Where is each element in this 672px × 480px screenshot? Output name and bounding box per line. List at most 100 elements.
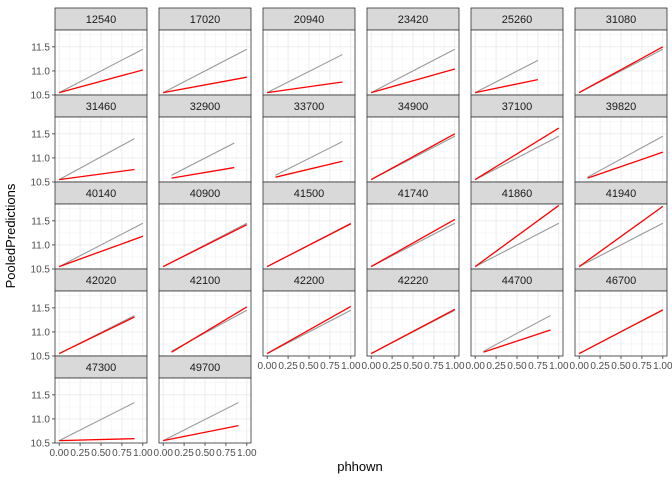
facet-panel-41940: 41940 [574,181,668,270]
facet-label: 46700 [606,275,637,287]
x-tick-label: 0.75 [528,361,548,372]
x-tick-label: 0.25 [382,361,402,372]
x-tick-label: 0.25 [278,361,298,372]
facet-label: 31080 [606,14,637,26]
facet-label: 34900 [398,101,429,113]
facet-panels: 12540 10.5 11.0 11.5 17020 20940 23420 25260 310… [31,7,672,459]
y-tick-label: 11.5 [31,303,50,314]
group-prediction-line [171,166,235,179]
pooled-prediction-line [266,54,343,94]
x-tick-label: 0.00 [153,448,173,459]
pooled-prediction-line [162,402,239,442]
pooled-prediction-line [58,222,144,268]
group-prediction-line [59,168,135,181]
y-tick-label: 11.0 [31,153,50,164]
x-axis-title: phhown [337,459,383,474]
y-tick-label: 10.5 [31,91,51,102]
group-prediction-line [370,308,456,355]
facet-panel-42200: 42200 0.00 0.25 0.50 0.75 1.00 [257,268,361,372]
x-tick-label: 1.00 [653,361,672,372]
facet-panel-41860: 41860 [470,181,564,270]
pooled-prediction-line [474,59,539,94]
facet-label: 17020 [190,14,221,26]
x-tick-label: 0.00 [257,361,277,372]
y-tick-label: 10.5 [31,352,51,363]
y-tick-label: 11.0 [31,414,50,425]
group-prediction-line [267,81,343,94]
facet-label: 20940 [294,14,325,26]
y-tick-label: 11.0 [31,240,50,251]
facet-label: 42220 [398,275,429,287]
x-tick-label: 1.00 [133,448,153,459]
x-tick-label: 0.25 [590,361,610,372]
facet-panel-42220: 42220 0.00 0.25 0.50 0.75 1.00 [361,268,465,372]
group-prediction-line [578,205,664,268]
y-tick-label: 11.5 [31,129,50,140]
group-prediction-line [474,204,560,268]
pooled-prediction-line [483,315,551,352]
facet-label: 41940 [606,188,637,200]
facet-label: 32900 [190,101,221,113]
x-tick-label: 0.00 [49,448,69,459]
facet-panel-33700: 33700 [262,94,356,183]
pooled-prediction-line [587,135,664,178]
x-tick-label: 0.75 [112,448,132,459]
group-prediction-line [370,133,456,181]
facet-label: 42100 [190,275,221,287]
y-axis-title: PooledPredictions [3,183,18,288]
y-tick-label: 11.5 [31,216,50,227]
group-prediction-line [58,316,135,355]
facet-panel-17020: 17020 [158,7,252,96]
group-prediction-line [162,224,248,268]
y-tick-label: 11.0 [31,327,50,338]
facet-label: 41740 [398,188,429,200]
facet-label: 39820 [606,101,637,113]
facet-label: 49700 [190,362,221,374]
group-prediction-line [578,309,664,355]
pooled-prediction-line [370,48,456,94]
group-prediction-line [371,68,455,94]
x-tick-label: 0.75 [424,361,444,372]
pooled-prediction-line [171,142,235,176]
facet-panel-41500: 41500 [262,181,356,270]
group-prediction-line [483,329,551,353]
pooled-prediction-line [162,48,248,94]
facet-panel-39820: 39820 [574,94,668,183]
x-tick-label: 0.00 [569,361,589,372]
x-tick-label: 0.75 [632,361,652,372]
group-prediction-line [163,76,247,94]
facet-panel-37100: 37100 [470,94,564,183]
facet-panel-34900: 34900 [366,94,460,183]
pooled-prediction-line [474,222,560,268]
facet-label: 41500 [294,188,325,200]
pooled-prediction-line [58,138,135,181]
x-tick-label: 0.00 [361,361,381,372]
facet-panel-47300: 47300 10.5 11.0 11.5 0.00 0.25 0.50 0.75 1.00 [31,355,153,459]
y-tick-label: 11.0 [31,66,50,77]
facet-panel-25260: 25260 [470,7,564,96]
y-tick-label: 10.5 [31,265,51,276]
facet-label: 12540 [86,14,117,26]
facet-label: 31460 [86,101,117,113]
facet-label: 40900 [190,188,221,200]
x-tick-label: 1.00 [549,361,569,372]
pooled-prediction-line [58,402,135,442]
facet-panel-42100: 42100 [158,268,252,357]
x-tick-label: 1.00 [237,448,257,459]
facet-label: 37100 [502,101,533,113]
x-tick-label: 0.50 [507,361,527,372]
pooled-prediction-line [474,135,560,181]
facet-panel-46700: 46700 0.00 0.25 0.50 0.75 1.00 [569,268,672,372]
facet-panel-23420: 23420 [366,7,460,96]
y-tick-label: 10.5 [31,178,51,189]
facet-label: 47300 [86,362,117,374]
facet-panel-20940: 20940 [262,7,356,96]
x-tick-label: 0.50 [299,361,319,372]
x-tick-label: 0.25 [174,448,194,459]
facet-panel-32900: 32900 [158,94,252,183]
group-prediction-line [163,425,239,442]
group-prediction-line [266,305,352,355]
group-prediction-line [58,235,144,268]
x-tick-label: 1.00 [445,361,465,372]
